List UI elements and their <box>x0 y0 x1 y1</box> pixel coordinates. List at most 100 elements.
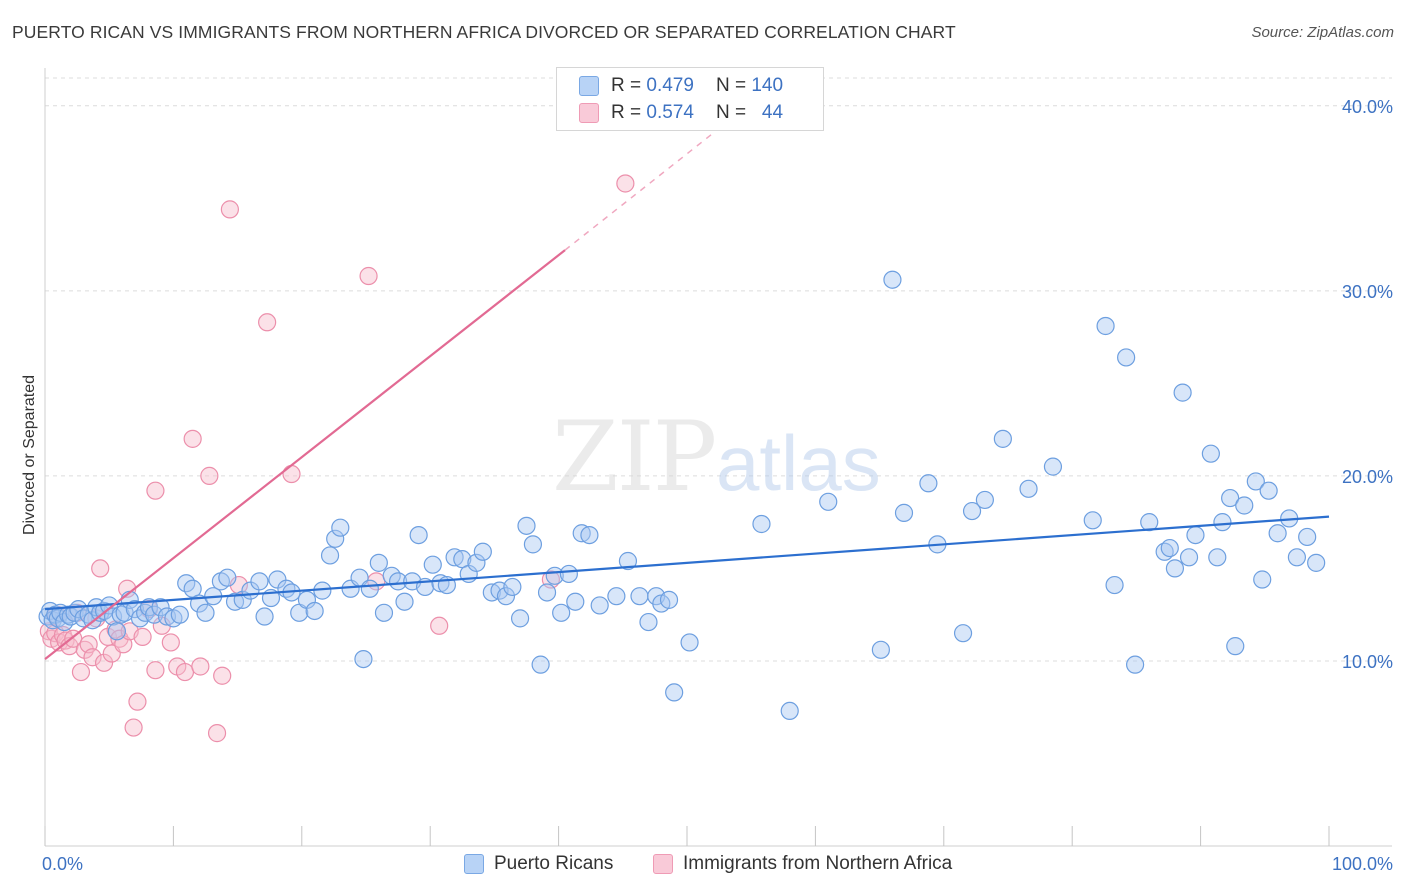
blue-data-point <box>395 592 414 611</box>
blue-data-point <box>107 622 127 641</box>
blue-data-point <box>590 596 609 615</box>
pink-data-point <box>146 661 165 680</box>
bottom-legend-swatch-blue <box>464 854 484 874</box>
blue-data-point <box>1201 444 1220 463</box>
pink-data-point <box>161 633 180 652</box>
blue-data-point <box>510 609 530 628</box>
blue-data-point <box>196 603 215 622</box>
blue-data-point <box>423 555 442 574</box>
blue-data-point <box>1186 525 1205 545</box>
blue-data-point <box>1117 348 1136 367</box>
legend-row-puerto-ricans: R = 0.479 N = 140 <box>579 73 783 99</box>
blue-data-point <box>1235 496 1254 515</box>
blue-data-point <box>1083 511 1102 530</box>
pink-series-points <box>39 174 635 743</box>
chart-title: PUERTO RICAN VS IMMIGRANTS FROM NORTHERN… <box>12 22 956 42</box>
legend-row-northern-africa: R = 0.574 N = 44 <box>579 100 783 126</box>
blue-trend-line <box>44 515 1330 611</box>
blue-data-point <box>517 516 536 535</box>
blue-data-point <box>993 429 1012 448</box>
legend-swatch-blue <box>579 76 599 96</box>
pink-data-point <box>191 657 210 676</box>
trend-lines <box>44 132 1330 660</box>
pink-data-point <box>133 627 152 646</box>
legend-r-value: 0.574 <box>646 102 694 123</box>
blue-data-point <box>305 601 324 621</box>
pink-data-point <box>183 429 202 448</box>
blue-data-point <box>1043 457 1063 476</box>
blue-data-point <box>473 542 492 561</box>
blue-data-point <box>566 592 585 611</box>
blue-data-point <box>125 600 144 619</box>
pink-trend-extension <box>564 132 714 251</box>
watermark-zip: ZIP <box>552 401 715 513</box>
blue-data-point <box>559 564 578 584</box>
legend-r-label: R = <box>611 75 642 96</box>
blue-data-point <box>680 633 699 652</box>
blue-data-point <box>503 577 522 597</box>
blue-data-point <box>389 572 408 591</box>
blue-data-point <box>531 655 550 674</box>
bottom-legend-label: Puerto Ricans <box>494 853 614 874</box>
blue-data-point <box>1160 538 1179 558</box>
y-tick-label: 10.0% <box>1342 652 1393 672</box>
blue-data-point <box>894 503 914 522</box>
blue-data-point <box>639 612 658 632</box>
blue-data-point <box>953 624 973 643</box>
legend-n-label: N = <box>715 75 747 96</box>
pink-data-point <box>175 662 195 682</box>
bottom-legend-label: Immigrants from Northern Africa <box>683 853 953 874</box>
watermark: ZIP atlas <box>552 401 881 513</box>
pink-data-point <box>207 724 227 743</box>
blue-data-point <box>975 490 994 510</box>
blue-data-point <box>665 683 684 702</box>
blue-data-point <box>374 603 394 622</box>
blue-data-point <box>1096 316 1115 336</box>
stats-legend: R = 0.479 N = 140 R = 0.574 N = 44 <box>556 67 824 131</box>
x-tick-label: 0.0% <box>42 854 83 874</box>
legend-swatch-pink <box>579 103 599 123</box>
gridlines <box>45 77 1392 662</box>
blue-data-point <box>496 587 516 606</box>
blue-data-point <box>1307 553 1326 572</box>
pink-data-point <box>146 481 165 500</box>
x-tick-label: 100.0% <box>1332 854 1393 874</box>
blue-data-point <box>607 587 626 606</box>
blue-data-point <box>331 518 350 537</box>
blue-data-point <box>250 572 269 591</box>
legend-n-value: 140 <box>751 75 784 96</box>
blue-data-point <box>552 603 571 622</box>
y-tick-label: 40.0% <box>1342 97 1393 117</box>
pink-data-point <box>359 266 378 286</box>
pink-data-point <box>616 174 635 193</box>
blue-data-point <box>618 551 638 571</box>
y-tick-label: 20.0% <box>1342 467 1393 487</box>
pink-data-point <box>91 559 110 578</box>
legend-r-value: 0.479 <box>646 75 694 96</box>
blue-data-point <box>409 525 428 545</box>
pink-data-point <box>258 313 277 332</box>
blue-data-point <box>630 587 649 606</box>
blue-data-point <box>1253 570 1272 589</box>
pink-data-point <box>220 200 239 219</box>
blue-data-point <box>360 579 379 598</box>
blue-data-point <box>919 474 938 493</box>
blue-data-point <box>320 546 340 565</box>
legend-n-value: 44 <box>761 102 784 123</box>
bottom-legend-swatch-pink <box>653 854 673 874</box>
blue-data-point <box>170 605 189 624</box>
blue-data-point <box>151 598 170 617</box>
blue-data-point <box>467 553 486 572</box>
blue-data-point <box>1213 513 1232 532</box>
blue-data-point <box>659 590 679 609</box>
blue-data-point <box>1126 655 1145 674</box>
blue-data-point <box>1259 481 1278 500</box>
blue-data-point <box>1287 548 1307 567</box>
legend-n-label: N = <box>715 102 747 123</box>
bottom-legend-northern-africa: Immigrants from Northern Africa <box>653 852 952 876</box>
y-axis-label: Divorced or Separated <box>21 375 38 535</box>
pink-trend-line <box>44 249 566 660</box>
blue-data-point <box>537 583 557 602</box>
pink-data-point <box>83 648 102 667</box>
